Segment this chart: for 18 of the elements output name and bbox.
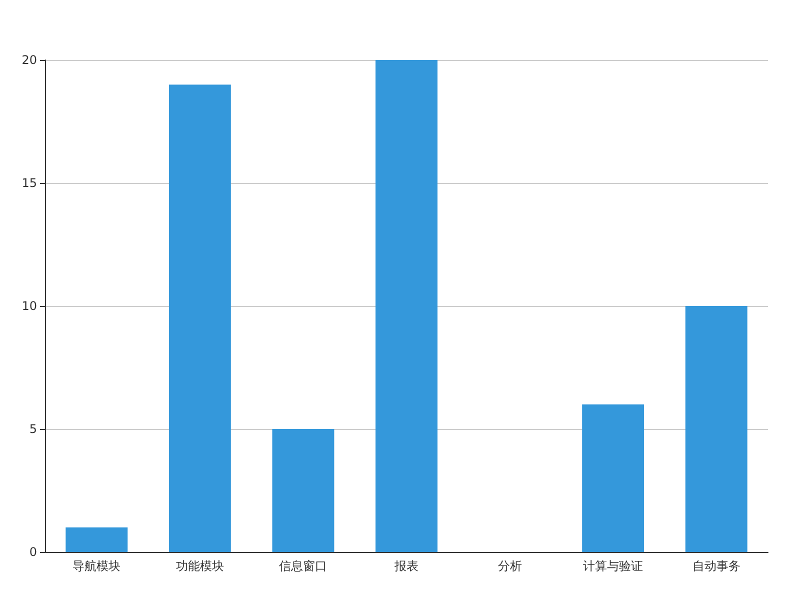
y-tick-label: 0 — [29, 545, 37, 559]
x-tick-label: 导航模块 — [72, 559, 121, 573]
y-tick-label: 10 — [22, 299, 37, 313]
bar — [66, 527, 128, 552]
bar — [685, 306, 748, 552]
x-tick-label: 报表 — [394, 559, 418, 573]
x-tick-label: 计算与验证 — [583, 559, 644, 573]
bar — [272, 429, 334, 552]
bar — [168, 84, 231, 552]
x-tick-label: 自动事务 — [692, 559, 740, 573]
x-tick-label: 分析 — [498, 559, 522, 573]
y-tick-label: 15 — [22, 176, 37, 190]
bar — [582, 404, 644, 552]
y-tick-label: 5 — [29, 422, 37, 436]
x-tick-label: 信息窗口 — [279, 559, 328, 573]
bar — [376, 60, 438, 552]
x-tick-label: 功能模块 — [176, 559, 224, 573]
y-tick-label: 20 — [22, 53, 37, 67]
